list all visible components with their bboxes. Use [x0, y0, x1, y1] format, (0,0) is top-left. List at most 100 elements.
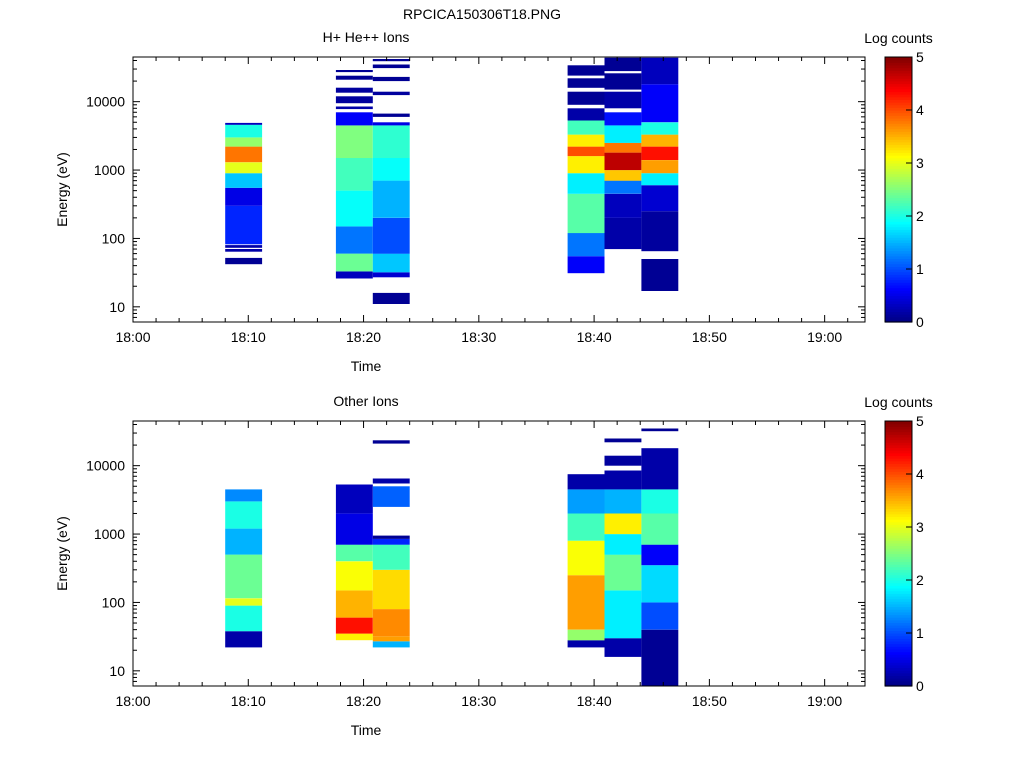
- colorbar-swatch: [885, 131, 912, 135]
- heatmap-cell-c3-s9: [372, 478, 410, 484]
- colorbar-swatch: [885, 274, 912, 278]
- colorbar-swatch: [885, 476, 912, 480]
- colorbar-swatch: [885, 155, 912, 159]
- y-tick-label: 1000: [94, 162, 125, 178]
- colorbar-swatch: [885, 186, 912, 191]
- heatmap-cell-c1-s1: [225, 631, 263, 648]
- colorbar-swatch: [885, 70, 912, 74]
- colorbar-swatch: [885, 585, 912, 589]
- colorbar-swatch: [885, 537, 912, 541]
- colorbar-swatch: [885, 444, 912, 449]
- colorbar-swatch: [885, 521, 912, 525]
- heatmap-cell-c5-s7: [604, 470, 642, 490]
- colorbar-swatch: [885, 548, 912, 552]
- colorbar-swatch: [885, 495, 912, 499]
- colorbar-swatch: [885, 269, 912, 273]
- colorbar-swatch: [885, 247, 912, 252]
- heatmap-cell-c1-s4: [225, 554, 263, 599]
- heatmap-cell-c2-s2: [335, 253, 373, 272]
- colorbar-swatch: [885, 306, 912, 310]
- colorbar-swatch: [885, 643, 912, 647]
- colorbar-swatch: [885, 617, 912, 621]
- colorbar-swatch: [885, 654, 912, 658]
- colorbar-swatch: [885, 619, 912, 623]
- colorbar-swatch: [885, 572, 912, 576]
- heatmap-cell-c2-s4: [335, 561, 373, 591]
- colorbar-swatch: [885, 513, 912, 517]
- colorbar-swatch: [885, 640, 912, 645]
- heatmap-cell-c5-s6: [604, 142, 642, 153]
- colorbar-swatch: [885, 202, 912, 206]
- colorbar-swatch: [885, 587, 912, 592]
- heatmap-cell-c1-s1: [225, 257, 263, 265]
- heatmap-cell-c4-s5: [567, 513, 605, 541]
- colorbar-swatch: [885, 614, 912, 618]
- colorbar-swatch: [885, 574, 912, 578]
- heatmap-cell-c5-s6: [604, 489, 642, 514]
- heatmap-cell-c4-s2: [567, 233, 605, 257]
- colorbar-swatch: [885, 120, 912, 124]
- colorbar-tick-label: 4: [916, 102, 924, 118]
- colorbar-swatch: [885, 431, 912, 435]
- heatmap-cell-c5-s11: [604, 57, 642, 72]
- y-tick-label: 10: [109, 299, 125, 315]
- heatmap-cell-c6-s3: [641, 185, 679, 212]
- colorbar-swatch: [885, 664, 912, 669]
- heatmap-cell-c1-s11: [225, 122, 263, 125]
- colorbar-swatch: [885, 102, 912, 106]
- colorbar-swatch: [885, 558, 912, 563]
- heatmap-cell-c1-s6: [225, 173, 263, 188]
- colorbar-swatch: [885, 421, 912, 425]
- colorbar-swatch: [885, 237, 912, 241]
- heatmap-cell-c6-s1: [641, 259, 679, 291]
- heatmap-cell-c5-s5: [604, 513, 642, 535]
- colorbar-swatch: [885, 447, 912, 451]
- colorbar-swatch: [885, 226, 912, 230]
- heatmap-cell-c6-s2: [641, 602, 679, 630]
- colorbar-swatch: [885, 609, 912, 613]
- colorbar-swatch: [885, 423, 912, 427]
- heatmap-cell-c5-s1: [604, 638, 642, 657]
- colorbar-swatch: [885, 633, 912, 637]
- colorbar-tick-label: 2: [916, 572, 924, 588]
- colorbar-swatch: [885, 181, 912, 185]
- colorbar-swatch: [885, 524, 912, 528]
- heatmap-cell-c3-s3: [372, 609, 410, 637]
- heatmap-cell-c5-s2: [604, 193, 642, 218]
- colorbar-swatch: [885, 311, 912, 315]
- colorbar-swatch: [885, 239, 912, 244]
- colorbar-swatch: [885, 529, 912, 533]
- heatmap-cell-c6-s6: [641, 489, 679, 514]
- colorbar-swatch: [885, 452, 912, 457]
- colorbar-swatch: [885, 173, 912, 177]
- colorbar-swatch: [885, 287, 912, 291]
- heatmap-cell-c4-s7: [567, 134, 605, 147]
- heatmap-cell-c4-s5: [567, 156, 605, 174]
- panel-title: Other Ions: [333, 393, 398, 409]
- colorbar-swatch: [885, 163, 912, 167]
- heatmap-cell-c6-s5: [641, 513, 679, 545]
- y-axis-label: Energy (eV): [54, 516, 70, 591]
- y-tick-label: 100: [102, 594, 126, 610]
- x-tick-label: 18:50: [692, 693, 727, 709]
- colorbar-frame: [884, 420, 913, 687]
- heatmap-cell-c3-s4: [372, 217, 410, 254]
- heatmap-cell-c4-s4: [567, 173, 605, 194]
- colorbar-swatch: [885, 553, 912, 557]
- figure-title: RPCICA150306T18.PNG: [403, 6, 561, 22]
- heatmap-cell-c3-s8: [372, 122, 410, 126]
- colorbar-swatch: [885, 253, 912, 257]
- heatmap-cell-c5-s8: [604, 455, 642, 466]
- colorbar-tick-label: 5: [916, 413, 924, 429]
- colorbar-swatch: [885, 680, 912, 684]
- colorbar-swatch: [885, 141, 912, 146]
- colorbar-tick-label: 3: [916, 519, 924, 535]
- colorbar-swatch: [885, 231, 912, 236]
- heatmap-cell-c1-s3: [225, 598, 263, 606]
- colorbar-swatch: [885, 426, 912, 430]
- colorbar-swatch: [885, 62, 912, 66]
- y-tick-label: 10000: [86, 458, 125, 474]
- spectrogram-panel-2: 18:00 18:10 18:20 18:30 18:40 18:50 19:0010100…: [54, 393, 933, 738]
- colorbar-swatch: [885, 625, 912, 629]
- colorbar-swatch: [885, 189, 912, 193]
